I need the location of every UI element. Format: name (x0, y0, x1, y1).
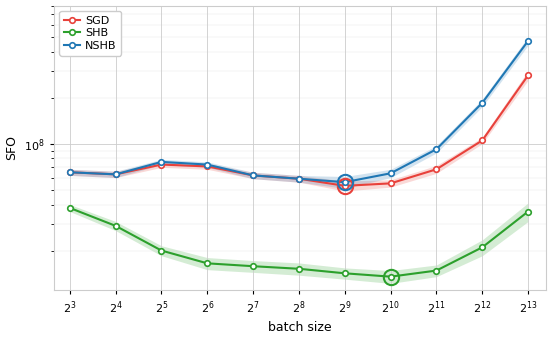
NSHB (479, 101, 486, 105)
NSHB (158, 160, 165, 164)
NSHB (250, 173, 257, 177)
SHB (112, 224, 119, 228)
SGD (479, 138, 486, 142)
SGD (525, 73, 532, 77)
SHB (66, 206, 73, 210)
SHB (433, 269, 440, 273)
SGD (250, 173, 257, 177)
NSHB (66, 170, 73, 174)
SHB (388, 275, 394, 279)
SGD (342, 184, 348, 188)
SHB (342, 271, 348, 275)
NSHB (112, 172, 119, 176)
SGD (296, 177, 302, 181)
NSHB (204, 163, 211, 167)
NSHB (296, 177, 302, 181)
SGD (112, 172, 119, 176)
SGD (433, 167, 440, 171)
SHB (479, 245, 486, 249)
Line: NSHB: NSHB (67, 38, 531, 185)
X-axis label: batch size: batch size (268, 321, 332, 335)
SHB (296, 267, 302, 271)
SHB (525, 209, 532, 214)
NSHB (525, 39, 532, 43)
NSHB (433, 147, 440, 151)
SHB (250, 264, 257, 268)
Y-axis label: SFO: SFO (6, 135, 19, 160)
Line: SGD: SGD (67, 72, 531, 189)
SHB (158, 249, 165, 253)
Line: SHB: SHB (67, 205, 531, 279)
SGD (204, 164, 211, 168)
SGD (66, 170, 73, 174)
Legend: SGD, SHB, NSHB: SGD, SHB, NSHB (59, 11, 121, 55)
SGD (158, 163, 165, 167)
NSHB (388, 171, 394, 175)
SGD (388, 181, 394, 185)
NSHB (342, 180, 348, 184)
SHB (204, 261, 211, 266)
